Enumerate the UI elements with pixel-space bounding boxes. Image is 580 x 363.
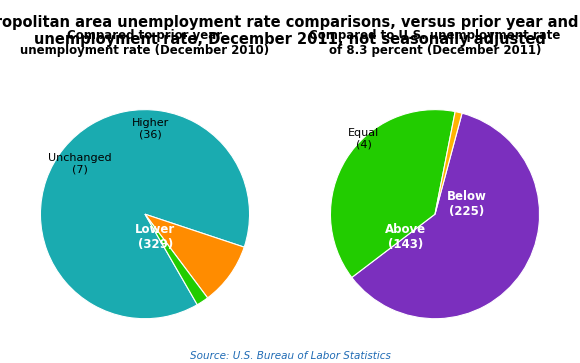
- Wedge shape: [331, 110, 455, 277]
- Text: Above
(143): Above (143): [385, 223, 426, 251]
- Text: Equal
(4): Equal (4): [348, 128, 379, 150]
- Text: Metropolitan area unemployment rate comparisons, versus prior year and U.S.
unem: Metropolitan area unemployment rate comp…: [0, 15, 580, 47]
- Text: Unchanged
(7): Unchanged (7): [48, 153, 112, 175]
- Text: Below
(225): Below (225): [447, 190, 486, 218]
- Wedge shape: [352, 113, 539, 319]
- Title: Compared to U.S. unemployment rate
of 8.3 percent (December 2011): Compared to U.S. unemployment rate of 8.…: [309, 29, 561, 57]
- Wedge shape: [41, 110, 249, 319]
- Title: Compared to prior year
unemployment rate (December 2010): Compared to prior year unemployment rate…: [20, 29, 270, 57]
- Text: Lower
(329): Lower (329): [135, 223, 176, 251]
- Wedge shape: [145, 214, 208, 305]
- Text: Higher
(36): Higher (36): [132, 118, 169, 139]
- Text: Source: U.S. Bureau of Labor Statistics: Source: U.S. Bureau of Labor Statistics: [190, 351, 390, 362]
- Wedge shape: [145, 214, 244, 298]
- Wedge shape: [435, 111, 462, 214]
